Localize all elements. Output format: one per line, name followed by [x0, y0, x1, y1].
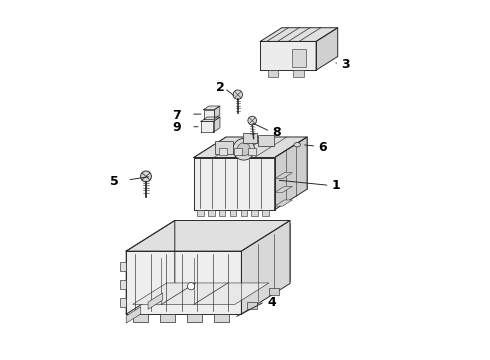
Text: 6: 6	[318, 141, 327, 154]
Text: 4: 4	[268, 296, 276, 309]
Polygon shape	[194, 158, 275, 210]
Polygon shape	[316, 28, 338, 70]
Polygon shape	[187, 314, 202, 322]
Polygon shape	[269, 288, 279, 295]
Polygon shape	[215, 106, 220, 119]
Polygon shape	[204, 110, 215, 119]
Polygon shape	[201, 121, 214, 132]
Polygon shape	[230, 210, 236, 216]
Polygon shape	[197, 210, 204, 216]
Polygon shape	[194, 137, 307, 158]
Polygon shape	[247, 302, 257, 309]
Polygon shape	[133, 314, 148, 322]
Polygon shape	[262, 210, 269, 216]
Text: 2: 2	[216, 81, 225, 94]
Polygon shape	[242, 220, 290, 314]
Polygon shape	[251, 210, 258, 216]
Polygon shape	[260, 41, 316, 70]
Circle shape	[233, 139, 254, 160]
Polygon shape	[292, 49, 306, 67]
Ellipse shape	[294, 143, 300, 147]
Polygon shape	[214, 117, 220, 132]
Circle shape	[233, 90, 243, 99]
Polygon shape	[275, 172, 293, 179]
Polygon shape	[275, 200, 293, 206]
Polygon shape	[248, 148, 256, 156]
Text: 8: 8	[273, 126, 281, 139]
Polygon shape	[216, 141, 233, 154]
Circle shape	[248, 116, 257, 125]
Polygon shape	[126, 220, 175, 314]
Polygon shape	[120, 298, 126, 307]
Polygon shape	[293, 70, 303, 77]
Polygon shape	[219, 210, 225, 216]
Text: 3: 3	[342, 58, 350, 71]
Text: 1: 1	[331, 179, 340, 192]
Circle shape	[237, 143, 250, 156]
Polygon shape	[126, 307, 141, 323]
Text: 5: 5	[110, 175, 118, 188]
Polygon shape	[268, 70, 278, 77]
Polygon shape	[260, 28, 338, 41]
Polygon shape	[258, 135, 274, 146]
Circle shape	[187, 283, 195, 290]
Polygon shape	[160, 314, 175, 322]
Polygon shape	[126, 220, 290, 251]
Polygon shape	[120, 280, 126, 289]
Polygon shape	[243, 133, 257, 143]
Polygon shape	[148, 293, 163, 309]
Circle shape	[141, 171, 151, 182]
Polygon shape	[215, 314, 229, 322]
Polygon shape	[201, 117, 220, 121]
Polygon shape	[275, 137, 307, 210]
Text: 9: 9	[172, 121, 181, 134]
Polygon shape	[208, 210, 215, 216]
Polygon shape	[219, 148, 227, 156]
Polygon shape	[275, 186, 293, 193]
Polygon shape	[120, 262, 126, 271]
Polygon shape	[234, 148, 242, 156]
Polygon shape	[204, 106, 220, 110]
Text: 7: 7	[172, 109, 181, 122]
Polygon shape	[241, 210, 247, 216]
Polygon shape	[126, 251, 242, 314]
Polygon shape	[133, 283, 269, 305]
